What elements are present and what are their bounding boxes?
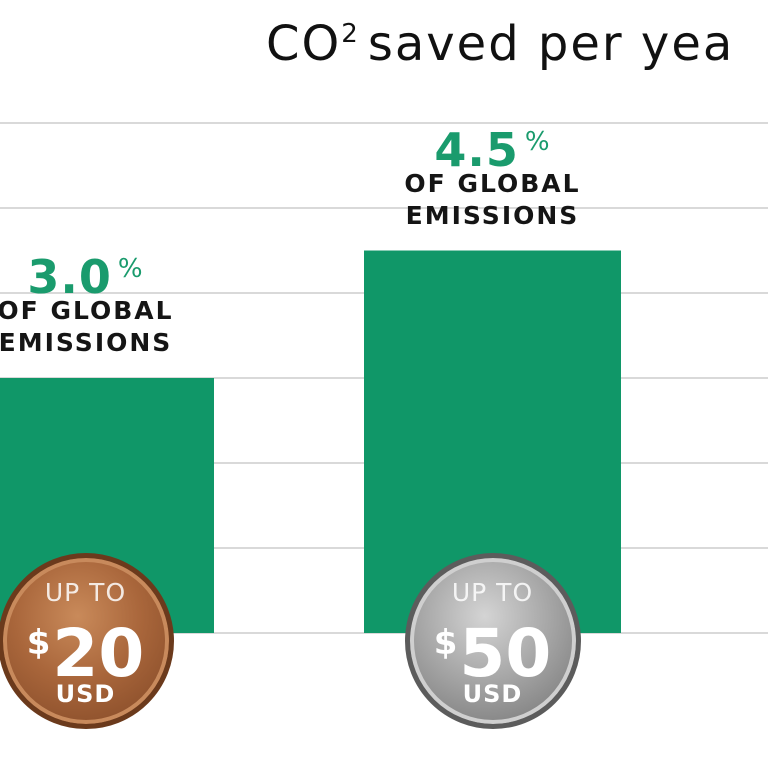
bar-1-sublabel-line-2: EMISSIONS	[0, 328, 173, 357]
bar-2-coin-currency-code: USD	[462, 680, 523, 708]
chart-title-superscript: 2	[341, 19, 358, 49]
bar-1-percent-label: 3.0%	[0, 245, 206, 301]
bar-1-coin-upto: UP TO	[44, 578, 127, 607]
bar-1-percent-value: 3.0	[27, 250, 112, 304]
bar-2-coin-amount: 50	[459, 615, 552, 692]
bar-2-sublabel-line-2: EMISSIONS	[405, 200, 580, 230]
chart-title-co: CO	[266, 16, 342, 72]
bar-2-percent-unit: %	[524, 126, 551, 157]
bar-1-percent-unit: %	[117, 254, 144, 284]
bar-1-coin-currency-code: USD	[55, 680, 116, 708]
bar-1-sublabel: OF GLOBAL EMISSIONS	[0, 295, 236, 359]
bar-1-sublabel-line-1: OF GLOBAL	[0, 296, 174, 325]
bar-1-coin-badge: UP TO $20 USD	[0, 553, 174, 729]
bar-2-coin-upto: UP TO	[451, 578, 534, 607]
chart-title-rest: saved per yea	[367, 16, 735, 72]
bar-2-percent-value: 4.5	[434, 122, 519, 177]
bar-1-coin-currency-symbol: $	[26, 623, 51, 663]
bar-2-percent-label: 4.5%	[373, 118, 613, 174]
bar-2-coin-currency-symbol: $	[433, 623, 458, 663]
bar-2-coin-amount-row: $50	[410, 608, 576, 689]
bar-2-sublabel-line-1: OF GLOBAL	[404, 168, 581, 198]
chart-title: CO2 saved per yea	[266, 16, 734, 72]
bar-2-sublabel: OF GLOBAL EMISSIONS	[343, 168, 643, 232]
bar-2-coin-badge: UP TO $50 USD	[404, 553, 581, 729]
bar-1-coin-amount: 20	[52, 615, 145, 692]
bar-1-coin-amount-row: $20	[3, 608, 169, 689]
